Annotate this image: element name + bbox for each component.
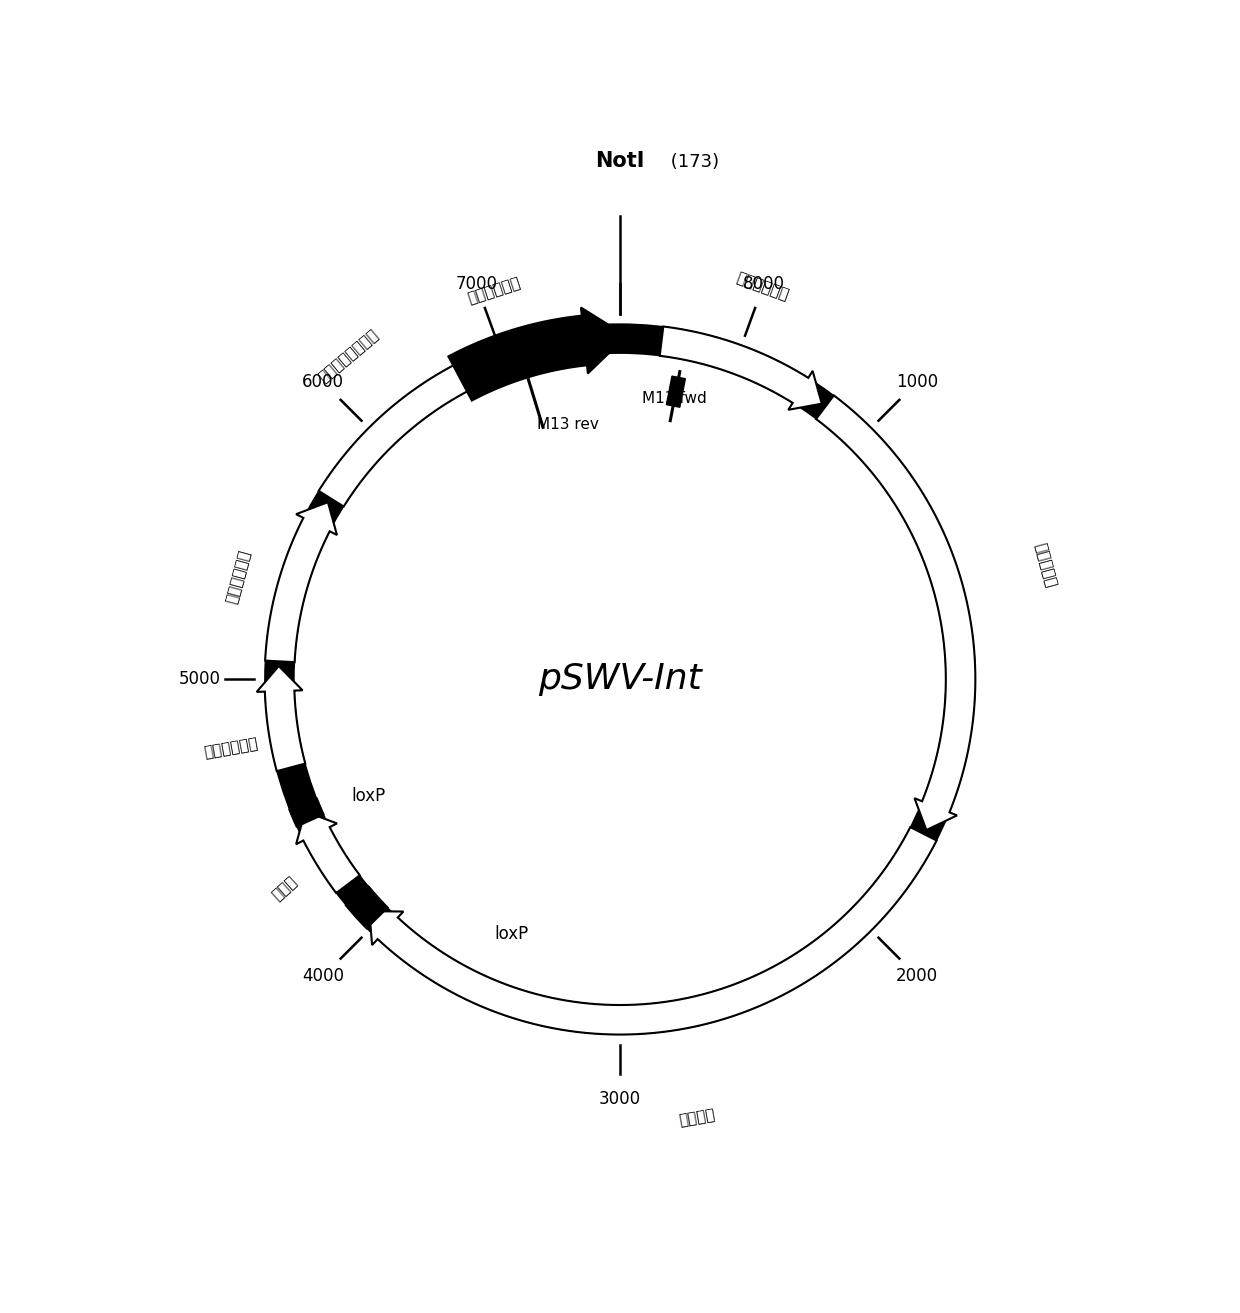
Polygon shape — [346, 886, 388, 928]
Text: M13 fwd: M13 fwd — [642, 391, 707, 406]
Text: (173): (173) — [666, 152, 719, 171]
Polygon shape — [370, 827, 936, 1035]
Text: 终止子: 终止子 — [270, 874, 300, 903]
Text: 1000: 1000 — [897, 373, 939, 391]
Polygon shape — [257, 666, 305, 771]
Text: 大肠杆菌筛选标记: 大肠杆菌筛选标记 — [316, 327, 382, 385]
Text: 右同源臂序列: 右同源臂序列 — [224, 549, 253, 605]
Text: pSWV-Int: pSWV-Int — [538, 662, 702, 696]
Text: 酵母启动子: 酵母启动子 — [1033, 541, 1059, 590]
Text: 5000: 5000 — [179, 670, 221, 688]
Text: loxP: loxP — [495, 926, 529, 943]
Text: 酵母筛选标记: 酵母筛选标记 — [202, 735, 259, 760]
Text: M13 rev: M13 rev — [537, 418, 599, 432]
Polygon shape — [449, 307, 626, 400]
Text: 4000: 4000 — [303, 968, 343, 985]
Text: 2000: 2000 — [897, 968, 939, 985]
Polygon shape — [289, 798, 324, 827]
Polygon shape — [816, 395, 976, 830]
Text: 7000: 7000 — [455, 276, 497, 294]
Text: NotI: NotI — [595, 151, 645, 171]
Text: loxP: loxP — [352, 788, 386, 805]
Text: 3000: 3000 — [599, 1090, 641, 1108]
Polygon shape — [296, 811, 360, 893]
Text: 细菌复制起点: 细菌复制起点 — [465, 274, 522, 306]
Text: 8000: 8000 — [743, 276, 785, 294]
Polygon shape — [666, 376, 686, 407]
Polygon shape — [265, 503, 337, 662]
Text: 目的基因: 目的基因 — [678, 1107, 717, 1128]
Text: 左同源臂序列: 左同源臂序列 — [734, 270, 791, 303]
Polygon shape — [660, 327, 822, 410]
Text: 6000: 6000 — [303, 373, 343, 391]
Polygon shape — [319, 344, 510, 507]
